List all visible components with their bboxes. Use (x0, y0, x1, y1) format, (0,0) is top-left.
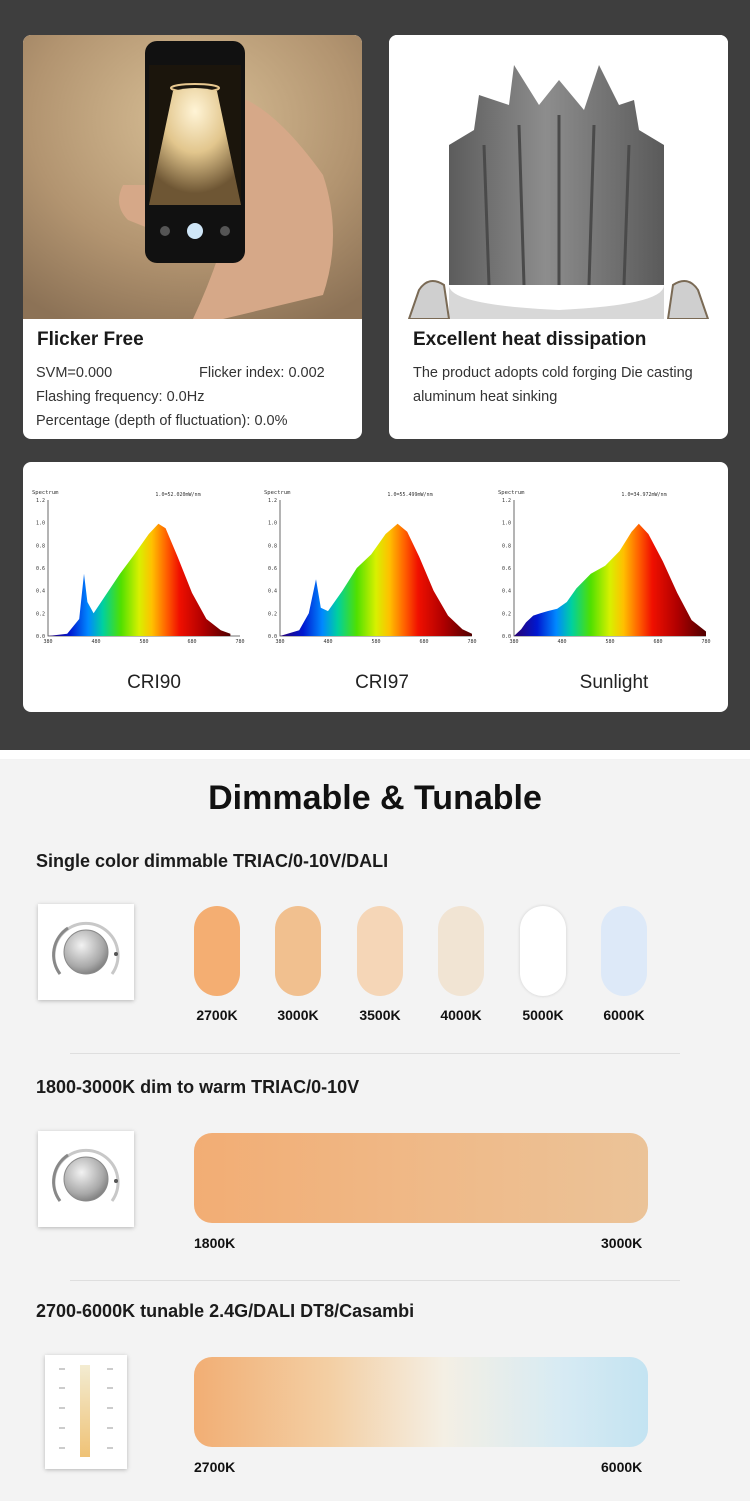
y-tick-label: 0.6 (502, 566, 511, 572)
spectrum-comparison-card: 0.00.20.40.60.81.01.2380480580680780Wave… (23, 462, 728, 712)
swatch-label-2700k: 2700K (196, 1007, 238, 1023)
heat-description-line2: aluminum heat sinking (413, 389, 558, 405)
spectrum-header: 1.0=34.972mW/nm (621, 492, 666, 498)
x-tick-label: 480 (323, 639, 332, 644)
single-color-label: Single color dimmable TRIAC/0-10V/DALI (36, 851, 389, 871)
spectrum-header: 1.0=55.499mW/nm (387, 492, 432, 498)
y-tick-label: 1.0 (502, 521, 511, 527)
dim-to-warm-end: 3000K (601, 1235, 643, 1251)
rotary-dimmer-panel-warm (38, 1131, 134, 1227)
x-tick-label: 580 (605, 639, 614, 644)
tunable-start: 2700K (194, 1459, 236, 1475)
spectrum-label-cri97: CRI97 (355, 672, 409, 693)
swatch-label-6000k: 6000K (603, 1007, 645, 1023)
y-tick-label: 0.6 (268, 566, 277, 572)
tunable-gradient-bar (194, 1357, 648, 1447)
tunable-label: 2700-6000K tunable 2.4G/DALI DT8/Casambi (36, 1301, 415, 1321)
spectrum-curve (280, 523, 472, 636)
y-tick-label: 0.0 (502, 634, 511, 640)
divider (70, 1280, 680, 1281)
spectrum-axis-title: Spectrum (264, 490, 291, 496)
spectrum-label-cri90: CRI90 (127, 672, 181, 693)
dimming-heading: Dimmable & Tunable (208, 779, 542, 817)
flicker-free-title: Flicker Free (37, 329, 144, 350)
swatch-2700k (194, 906, 240, 996)
x-tick-label: 580 (139, 639, 148, 644)
swatch-label-3000k: 3000K (277, 1007, 319, 1023)
spectrum-chart-2: 0.00.20.40.60.81.01.2380480580680780Wave… (498, 490, 711, 644)
x-tick-label: 380 (509, 639, 518, 644)
y-tick-label: 0.0 (268, 634, 277, 640)
y-tick-label: 0.6 (36, 566, 45, 572)
x-tick-label: 780 (701, 639, 710, 644)
y-tick-label: 0.2 (502, 611, 511, 617)
y-tick-label: 0.2 (268, 611, 277, 617)
heat-dissipation-title: Excellent heat dissipation (413, 329, 647, 350)
spectrum-chart-1: 0.00.20.40.60.81.01.2380480580680780Wave… (264, 490, 477, 644)
fluctuation-percentage: Percentage (depth of fluctuation): 0.0% (36, 413, 288, 429)
rotary-knob-icon (52, 1148, 120, 1202)
tunable-touch-panel (45, 1355, 127, 1469)
y-tick-label: 0.8 (36, 543, 45, 549)
spectrum-axis-title: Spectrum (32, 490, 59, 496)
x-tick-label: 480 (557, 639, 566, 644)
x-tick-label: 680 (187, 639, 196, 644)
x-tick-label: 580 (371, 639, 380, 644)
y-tick-label: 0.4 (268, 589, 277, 595)
spectrum-axis-title: Spectrum (498, 490, 525, 496)
section-separator (0, 750, 750, 759)
swatch-3500k (357, 906, 403, 996)
spectrum-header: 1.0=52.020mW/nm (155, 492, 200, 498)
rotary-dimmer-panel (38, 904, 134, 1000)
spectrum-label-sunlight: Sunlight (579, 672, 649, 693)
spectrum-curve (48, 523, 231, 636)
y-tick-label: 1.2 (502, 498, 511, 504)
swatch-label-5000k: 5000K (522, 1007, 564, 1023)
phone-camera-photo (23, 35, 362, 319)
x-tick-label: 780 (467, 639, 476, 644)
flicker-index-value: Flicker index: 0.002 (199, 365, 325, 381)
x-tick-label: 680 (419, 639, 428, 644)
heat-description-line1: The product adopts cold forging Die cast… (413, 365, 693, 381)
dim-to-warm-start: 1800K (194, 1235, 236, 1251)
x-tick-label: 680 (653, 639, 662, 644)
heat-dissipation-card: Excellent heat dissipation The product a… (389, 35, 728, 439)
swatch-3000k (275, 906, 321, 996)
y-tick-label: 0.2 (36, 611, 45, 617)
y-tick-label: 0.4 (502, 589, 511, 595)
swatch-label-3500k: 3500K (359, 1007, 401, 1023)
x-tick-label: 380 (43, 639, 52, 644)
y-tick-label: 0.8 (268, 543, 277, 549)
touch-slider-icon (59, 1365, 113, 1457)
flicker-free-card: Flicker Free SVM=0.000 Flicker index: 0.… (23, 35, 362, 439)
x-tick-label: 380 (275, 639, 284, 644)
swatch-4000k (438, 906, 484, 996)
spectrum-curve (514, 523, 706, 636)
x-tick-label: 480 (91, 639, 100, 644)
svm-value: SVM=0.000 (36, 365, 113, 381)
y-tick-label: 1.2 (36, 498, 45, 504)
swatch-5000k (520, 906, 566, 996)
y-tick-label: 1.0 (268, 521, 277, 527)
y-tick-label: 0.8 (502, 543, 511, 549)
dim-to-warm-gradient-bar (194, 1133, 648, 1223)
y-tick-label: 0.0 (36, 634, 45, 640)
rotary-knob-icon (52, 921, 120, 975)
heatsink-photo (389, 35, 728, 319)
y-tick-label: 1.0 (36, 521, 45, 527)
y-tick-label: 0.4 (36, 589, 45, 595)
y-tick-label: 1.2 (268, 498, 277, 504)
spectrum-chart-0: 0.00.20.40.60.81.01.2380480580680780Wave… (32, 490, 245, 644)
swatch-6000k (601, 906, 647, 996)
tunable-end: 6000K (601, 1459, 643, 1475)
swatch-label-4000k: 4000K (440, 1007, 482, 1023)
flashing-frequency: Flashing frequency: 0.0Hz (36, 389, 205, 405)
x-tick-label: 780 (235, 639, 244, 644)
divider (70, 1053, 680, 1054)
dim-to-warm-label: 1800-3000K dim to warm TRIAC/0-10V (36, 1077, 360, 1097)
